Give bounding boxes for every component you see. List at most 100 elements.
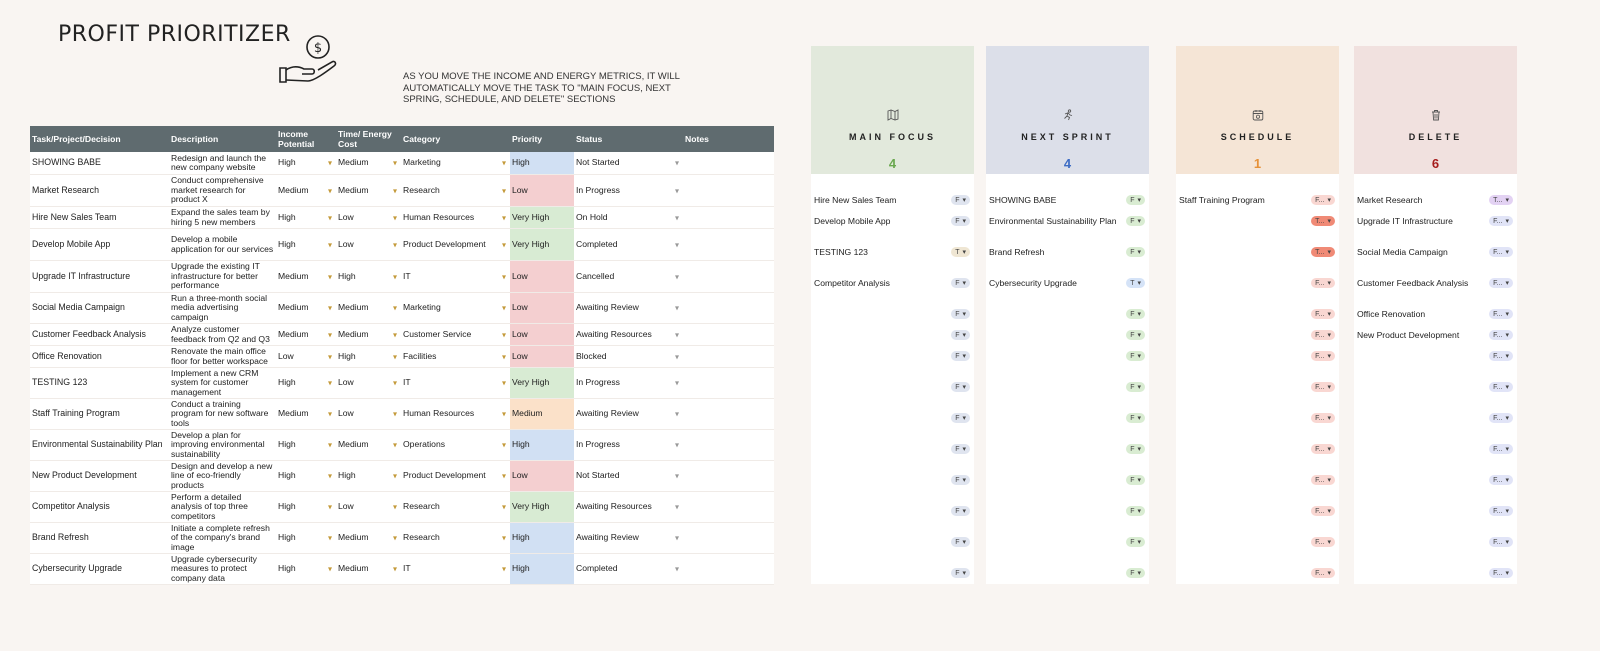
filter-dropdown-pill[interactable]: F... xyxy=(1489,351,1513,361)
filter-dropdown-pill[interactable]: F xyxy=(1126,247,1145,257)
notes-cell[interactable] xyxy=(683,492,774,522)
filter-dropdown-pill[interactable]: F... xyxy=(1311,351,1335,361)
status-dropdown[interactable]: Blocked xyxy=(574,346,683,367)
time-energy-dropdown[interactable]: Medium xyxy=(336,430,401,460)
status-dropdown[interactable]: In Progress xyxy=(574,175,683,206)
filter-dropdown-pill[interactable]: F... xyxy=(1489,475,1513,485)
time-energy-dropdown[interactable]: Low xyxy=(336,492,401,522)
time-energy-dropdown[interactable]: Medium xyxy=(336,324,401,345)
filter-dropdown-pill[interactable]: F xyxy=(951,444,970,454)
notes-cell[interactable] xyxy=(683,368,774,398)
notes-cell[interactable] xyxy=(683,461,774,491)
category-dropdown[interactable]: Marketing xyxy=(401,152,510,174)
income-dropdown[interactable]: Medium xyxy=(276,261,336,292)
filter-dropdown-pill[interactable]: F... xyxy=(1311,537,1335,547)
notes-cell[interactable] xyxy=(683,523,774,553)
income-dropdown[interactable]: High xyxy=(276,368,336,398)
filter-dropdown-pill[interactable]: F... xyxy=(1489,278,1513,288)
notes-cell[interactable] xyxy=(683,554,774,584)
category-dropdown[interactable]: IT xyxy=(401,261,510,292)
time-energy-dropdown[interactable]: Low xyxy=(336,229,401,260)
filter-dropdown-pill[interactable]: T xyxy=(951,247,970,257)
filter-dropdown-pill[interactable]: F xyxy=(951,278,970,288)
filter-dropdown-pill[interactable]: F xyxy=(1126,216,1145,226)
status-dropdown[interactable]: Not Started xyxy=(574,461,683,491)
filter-dropdown-pill[interactable]: F xyxy=(1126,444,1145,454)
filter-dropdown-pill[interactable]: F... xyxy=(1311,382,1335,392)
income-dropdown[interactable]: High xyxy=(276,229,336,260)
filter-dropdown-pill[interactable]: F... xyxy=(1489,309,1513,319)
time-energy-dropdown[interactable]: Low xyxy=(336,368,401,398)
filter-dropdown-pill[interactable]: F... xyxy=(1311,195,1335,205)
income-dropdown[interactable]: High xyxy=(276,430,336,460)
time-energy-dropdown[interactable]: Medium xyxy=(336,175,401,206)
filter-dropdown-pill[interactable]: T... xyxy=(1311,216,1335,226)
filter-dropdown-pill[interactable]: F... xyxy=(1311,444,1335,454)
filter-dropdown-pill[interactable]: T... xyxy=(1489,195,1513,205)
filter-dropdown-pill[interactable]: F xyxy=(1126,475,1145,485)
status-dropdown[interactable]: In Progress xyxy=(574,430,683,460)
filter-dropdown-pill[interactable]: T xyxy=(1126,278,1145,288)
notes-cell[interactable] xyxy=(683,175,774,206)
filter-dropdown-pill[interactable]: F xyxy=(951,216,970,226)
income-dropdown[interactable]: High xyxy=(276,461,336,491)
category-dropdown[interactable]: Research xyxy=(401,523,510,553)
filter-dropdown-pill[interactable]: F xyxy=(1126,537,1145,547)
category-dropdown[interactable]: IT xyxy=(401,368,510,398)
income-dropdown[interactable]: High xyxy=(276,554,336,584)
status-dropdown[interactable]: In Progress xyxy=(574,368,683,398)
time-energy-dropdown[interactable]: Medium xyxy=(336,293,401,323)
filter-dropdown-pill[interactable]: F... xyxy=(1311,330,1335,340)
filter-dropdown-pill[interactable]: F... xyxy=(1489,330,1513,340)
notes-cell[interactable] xyxy=(683,207,774,228)
category-dropdown[interactable]: Product Development xyxy=(401,229,510,260)
filter-dropdown-pill[interactable]: F xyxy=(951,351,970,361)
category-dropdown[interactable]: Customer Service xyxy=(401,324,510,345)
filter-dropdown-pill[interactable]: F... xyxy=(1311,278,1335,288)
income-dropdown[interactable]: Medium xyxy=(276,324,336,345)
notes-cell[interactable] xyxy=(683,229,774,260)
filter-dropdown-pill[interactable]: F... xyxy=(1311,309,1335,319)
category-dropdown[interactable]: Human Resources xyxy=(401,207,510,228)
income-dropdown[interactable]: Low xyxy=(276,346,336,367)
income-dropdown[interactable]: High xyxy=(276,523,336,553)
category-dropdown[interactable]: Product Development xyxy=(401,461,510,491)
status-dropdown[interactable]: Awaiting Review xyxy=(574,523,683,553)
filter-dropdown-pill[interactable]: F xyxy=(951,537,970,547)
category-dropdown[interactable]: Research xyxy=(401,492,510,522)
notes-cell[interactable] xyxy=(683,261,774,292)
notes-cell[interactable] xyxy=(683,399,774,429)
income-dropdown[interactable]: High xyxy=(276,152,336,174)
time-energy-dropdown[interactable]: High xyxy=(336,461,401,491)
status-dropdown[interactable]: Completed xyxy=(574,554,683,584)
time-energy-dropdown[interactable]: Medium xyxy=(336,523,401,553)
notes-cell[interactable] xyxy=(683,152,774,174)
filter-dropdown-pill[interactable]: F... xyxy=(1311,413,1335,423)
status-dropdown[interactable]: Awaiting Resources xyxy=(574,492,683,522)
filter-dropdown-pill[interactable]: F... xyxy=(1489,568,1513,578)
status-dropdown[interactable]: On Hold xyxy=(574,207,683,228)
filter-dropdown-pill[interactable]: F xyxy=(1126,506,1145,516)
category-dropdown[interactable]: IT xyxy=(401,554,510,584)
income-dropdown[interactable]: High xyxy=(276,207,336,228)
income-dropdown[interactable]: High xyxy=(276,492,336,522)
filter-dropdown-pill[interactable]: F... xyxy=(1311,568,1335,578)
filter-dropdown-pill[interactable]: F... xyxy=(1311,475,1335,485)
filter-dropdown-pill[interactable]: F... xyxy=(1489,247,1513,257)
filter-dropdown-pill[interactable]: F xyxy=(951,382,970,392)
income-dropdown[interactable]: Medium xyxy=(276,293,336,323)
category-dropdown[interactable]: Human Resources xyxy=(401,399,510,429)
filter-dropdown-pill[interactable]: F xyxy=(1126,568,1145,578)
status-dropdown[interactable]: Completed xyxy=(574,229,683,260)
status-dropdown[interactable]: Not Started xyxy=(574,152,683,174)
filter-dropdown-pill[interactable]: F... xyxy=(1311,506,1335,516)
filter-dropdown-pill[interactable]: F xyxy=(951,506,970,516)
notes-cell[interactable] xyxy=(683,324,774,345)
income-dropdown[interactable]: Medium xyxy=(276,175,336,206)
category-dropdown[interactable]: Marketing xyxy=(401,293,510,323)
filter-dropdown-pill[interactable]: F... xyxy=(1489,444,1513,454)
time-energy-dropdown[interactable]: Medium xyxy=(336,152,401,174)
time-energy-dropdown[interactable]: Low xyxy=(336,399,401,429)
time-energy-dropdown[interactable]: High xyxy=(336,261,401,292)
filter-dropdown-pill[interactable]: F... xyxy=(1489,537,1513,547)
